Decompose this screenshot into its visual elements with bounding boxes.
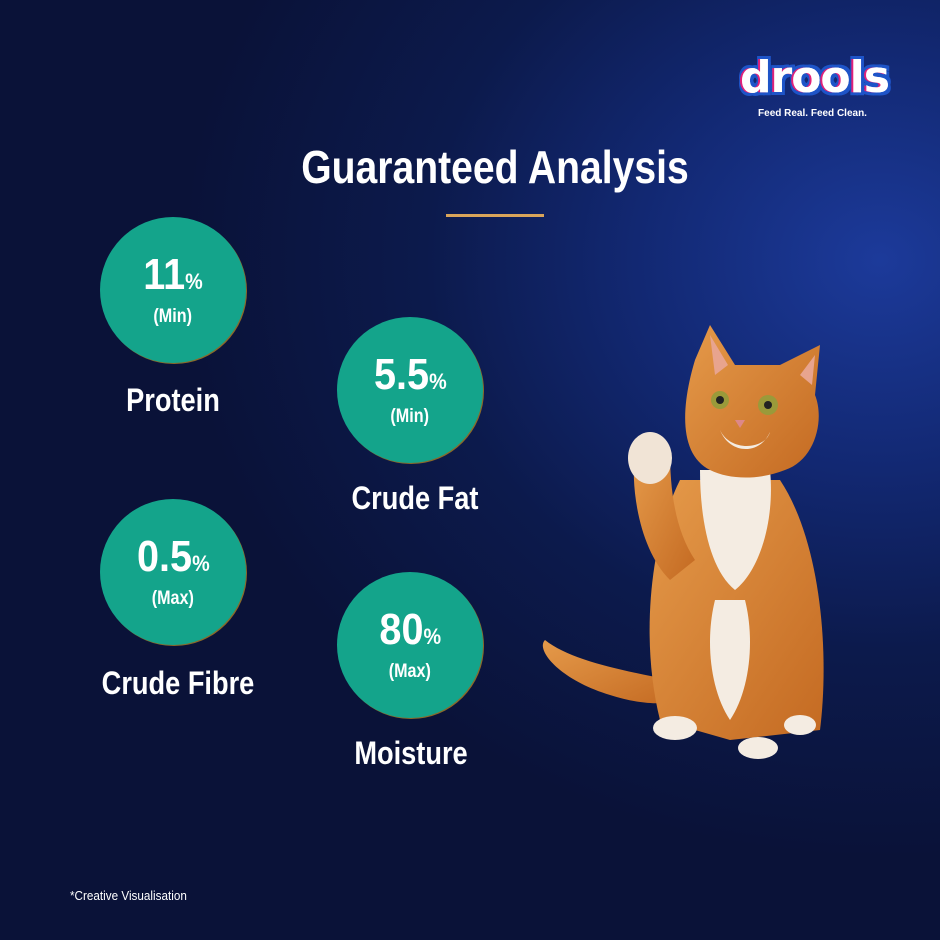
nutrient-unit: % <box>423 623 441 649</box>
page-title: Guaranteed Analysis <box>301 141 689 193</box>
nutrient-label-protein: Protein <box>126 382 220 418</box>
nutrient-qualifier: (Min) <box>153 305 193 327</box>
nutrient-badge-crude-fibre: 0.5% (Max) <box>100 499 246 645</box>
nutrient-value: 11 <box>143 249 186 299</box>
nutrient-label-crude-fat: Crude Fat <box>351 480 479 516</box>
nutrient-qualifier: (Min) <box>390 405 430 427</box>
nutrient-badge-protein: 11% (Min) <box>100 217 246 363</box>
nutrient-label-crude-fibre: Crude Fibre <box>101 665 255 701</box>
logo-wordmark: drools <box>740 52 890 103</box>
nutrient-qualifier: (Max) <box>388 660 432 682</box>
nutrient-qualifier: (Max) <box>151 587 195 609</box>
footnote: *Creative Visualisation <box>70 888 187 903</box>
nutrient-value: 80 <box>379 604 424 654</box>
nutrient-value: 0.5 <box>136 531 192 581</box>
nutrient-value: 5.5 <box>373 349 429 399</box>
brand-logo: drools Feed Real. Feed Clean. <box>740 52 890 119</box>
tagline: Feed Real. Feed Clean. <box>758 108 867 119</box>
nutrient-badge-crude-fat: 5.5% (Min) <box>337 317 483 463</box>
cat-image <box>542 325 824 759</box>
nutrient-unit: % <box>185 268 203 294</box>
nutrient-label-moisture: Moisture <box>354 735 468 771</box>
nutrient-unit: % <box>191 550 210 576</box>
nutrient-badge-moisture: 80% (Max) <box>337 572 483 718</box>
nutrient-unit: % <box>428 368 447 394</box>
title-divider <box>446 214 544 217</box>
